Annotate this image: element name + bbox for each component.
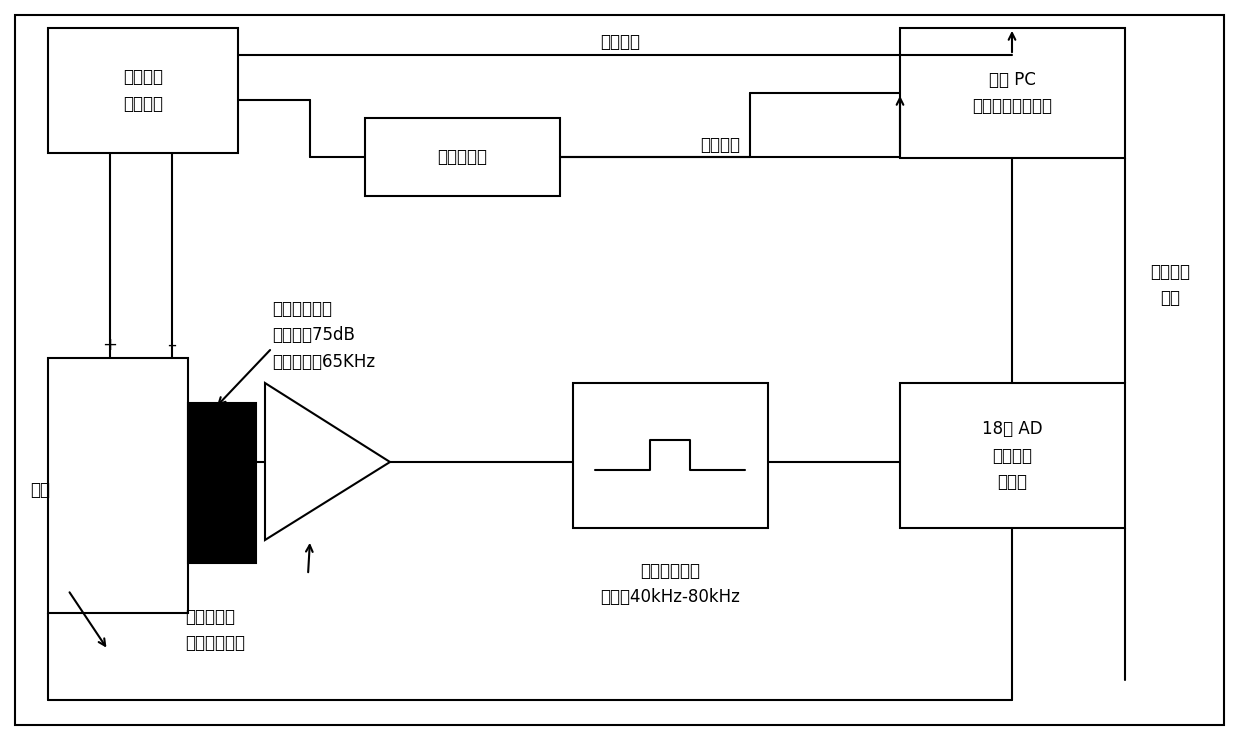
Text: 前置放大器
放大倍数可调: 前置放大器 放大倍数可调 xyxy=(185,608,245,653)
Text: 样品: 样品 xyxy=(30,481,50,499)
Bar xyxy=(900,28,1125,158)
Text: 控制信号: 控制信号 xyxy=(600,33,641,51)
Text: 增益调整
信号: 增益调整 信号 xyxy=(1150,263,1189,307)
Bar xyxy=(366,118,560,196)
Bar xyxy=(900,383,1125,528)
Bar xyxy=(48,28,238,153)
Bar xyxy=(48,358,188,613)
Bar xyxy=(572,383,768,528)
Bar xyxy=(188,403,256,563)
Text: +: + xyxy=(103,336,118,354)
Text: 18位 AD
高分辨率
采集卡: 18位 AD 高分辨率 采集卡 xyxy=(983,420,1043,491)
Text: 声发射传感器
灵敏度：75dB
谐振频率：65KHz: 声发射传感器 灵敏度：75dB 谐振频率：65KHz xyxy=(273,300,375,371)
Text: 电压数值: 电压数值 xyxy=(700,136,740,154)
Text: 用户 PC
（含上位机软件）: 用户 PC （含上位机软件） xyxy=(973,71,1052,115)
Text: –: – xyxy=(167,336,176,354)
Text: 电压传感器: 电压传感器 xyxy=(437,148,487,166)
Text: 可调直流
高压电源: 可调直流 高压电源 xyxy=(123,68,164,112)
Text: 带通滤波模块
通带：40kHz-80kHz: 带通滤波模块 通带：40kHz-80kHz xyxy=(600,562,740,606)
